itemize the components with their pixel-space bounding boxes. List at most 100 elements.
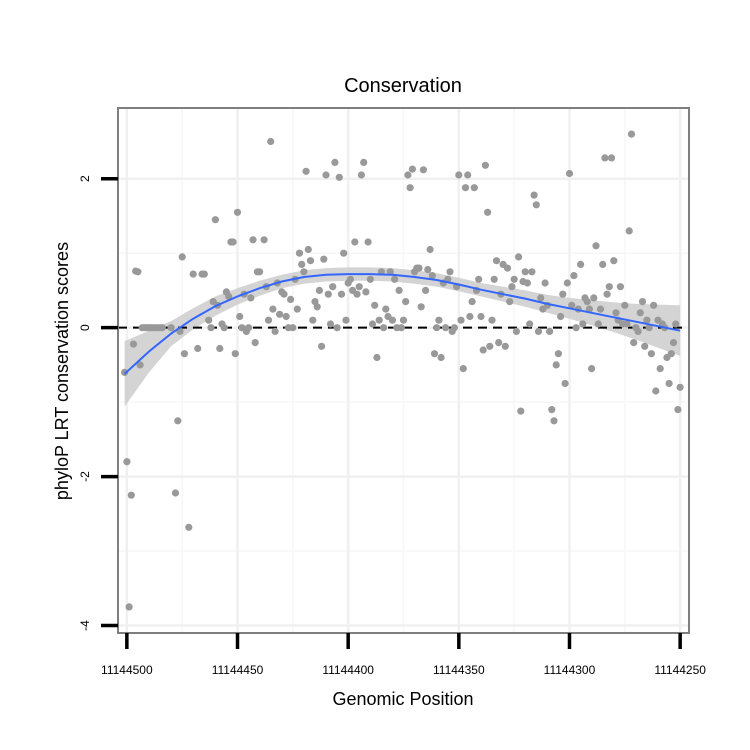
data-point [517, 407, 525, 415]
data-point [672, 320, 680, 328]
data-point [304, 245, 312, 254]
data-point [408, 165, 416, 173]
scatter-points [121, 130, 684, 611]
data-point [594, 320, 602, 328]
data-point [167, 324, 175, 332]
y-axis-ticks: -4 -2 0 2 [78, 175, 118, 631]
data-point [331, 158, 339, 166]
data-point [373, 353, 381, 362]
confidence-band [124, 267, 681, 407]
data-point [475, 275, 483, 283]
data-point [554, 350, 563, 358]
data-point [435, 316, 443, 324]
data-point [486, 342, 494, 350]
data-point [466, 312, 474, 321]
data-point [287, 295, 295, 303]
data-point [652, 387, 660, 395]
data-point [607, 154, 616, 162]
x-tick-label: 11144300 [544, 663, 596, 677]
data-point [402, 298, 410, 306]
data-point [532, 201, 540, 209]
y-tick-label: -2 [78, 471, 92, 482]
data-point [205, 316, 213, 324]
data-point [313, 303, 321, 311]
data-point [590, 294, 598, 302]
data-point [355, 283, 363, 291]
data-point [337, 290, 346, 298]
data-point [264, 316, 273, 324]
data-point [534, 327, 543, 335]
data-point [269, 305, 277, 313]
data-point [180, 350, 188, 358]
data-point [470, 184, 478, 192]
data-point [592, 242, 600, 250]
data-point [503, 264, 512, 272]
data-point [282, 312, 290, 321]
data-point [251, 339, 259, 347]
data-point [171, 489, 180, 497]
data-point [371, 301, 379, 309]
data-point [229, 238, 237, 246]
chart-title: Conservation [344, 75, 462, 97]
data-point [121, 368, 129, 376]
data-point [559, 290, 567, 298]
data-point [437, 353, 445, 362]
data-point [627, 130, 636, 138]
data-point [433, 324, 441, 332]
data-point [492, 257, 501, 265]
data-point [231, 350, 239, 358]
x-tick-label: 11144450 [212, 663, 264, 677]
data-point [442, 324, 450, 332]
data-point [623, 320, 631, 328]
data-point [326, 320, 335, 328]
data-point [220, 324, 228, 332]
data-point [636, 309, 644, 317]
data-point [656, 365, 664, 373]
data-point [446, 268, 454, 276]
data-point [579, 320, 587, 328]
data-point [322, 171, 330, 179]
x-tick-label: 11144400 [322, 663, 374, 677]
smooth-trend-line [123, 273, 681, 375]
x-axis-title: Genomic Position [332, 689, 473, 709]
data-point [508, 283, 516, 291]
grid-lines [118, 108, 689, 633]
plot-frame [117, 107, 690, 634]
y-axis-title: phyloP LRT conservation scores [52, 242, 72, 500]
data-point [249, 236, 257, 244]
data-point [280, 290, 288, 298]
data-point [335, 173, 343, 181]
data-point [563, 279, 571, 287]
data-point [351, 238, 359, 246]
data-point [501, 342, 509, 350]
data-point [298, 260, 306, 268]
data-point [557, 312, 565, 321]
data-point [455, 171, 463, 179]
data-point [134, 268, 142, 276]
data-point [353, 290, 361, 298]
data-point [386, 268, 394, 276]
data-point [616, 283, 625, 291]
data-point [674, 406, 682, 414]
data-point [641, 342, 649, 350]
x-tick-label: 11144500 [101, 663, 153, 677]
data-point [362, 288, 370, 296]
y-tick-label: 2 [78, 175, 92, 182]
data-point [127, 491, 135, 499]
data-point [129, 340, 138, 348]
data-point [189, 270, 197, 278]
data-point [422, 286, 430, 294]
data-point [357, 171, 365, 179]
data-point [523, 279, 532, 287]
data-point [484, 208, 492, 216]
data-point [207, 324, 215, 332]
data-point [610, 257, 618, 265]
data-point [490, 275, 498, 283]
data-point [395, 286, 403, 294]
data-point [211, 216, 219, 224]
data-point [399, 316, 408, 324]
data-point [588, 365, 596, 373]
data-point [428, 272, 436, 280]
data-point [521, 268, 529, 276]
